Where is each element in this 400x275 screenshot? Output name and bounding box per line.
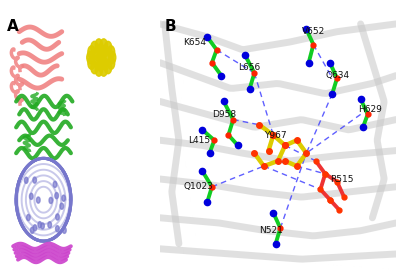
Circle shape xyxy=(91,61,98,74)
Circle shape xyxy=(41,223,44,229)
Circle shape xyxy=(97,58,104,71)
Text: H629: H629 xyxy=(358,105,382,114)
Circle shape xyxy=(104,41,112,54)
Text: L656: L656 xyxy=(238,63,260,72)
Circle shape xyxy=(100,64,107,76)
Text: B: B xyxy=(165,19,176,34)
Circle shape xyxy=(56,214,59,220)
Text: K654: K654 xyxy=(184,37,206,46)
Circle shape xyxy=(97,44,104,57)
Circle shape xyxy=(94,54,101,67)
Circle shape xyxy=(108,51,116,64)
Text: V652: V652 xyxy=(302,27,325,36)
Text: A: A xyxy=(7,19,19,34)
Text: Q1023: Q1023 xyxy=(184,182,214,191)
Circle shape xyxy=(38,222,42,228)
Circle shape xyxy=(24,177,28,183)
Circle shape xyxy=(26,214,30,221)
Circle shape xyxy=(98,51,105,64)
Circle shape xyxy=(30,227,34,233)
Text: D958: D958 xyxy=(212,110,236,119)
Circle shape xyxy=(95,39,102,51)
Circle shape xyxy=(88,57,95,69)
Circle shape xyxy=(88,46,95,58)
Circle shape xyxy=(30,193,33,199)
Circle shape xyxy=(102,51,109,64)
Circle shape xyxy=(55,192,58,199)
Circle shape xyxy=(100,46,108,58)
Circle shape xyxy=(104,61,112,74)
Circle shape xyxy=(94,48,101,60)
Circle shape xyxy=(108,57,115,69)
Circle shape xyxy=(48,222,52,228)
Text: L415: L415 xyxy=(188,136,210,145)
Text: R515: R515 xyxy=(330,175,354,183)
Circle shape xyxy=(100,39,107,51)
Text: N521: N521 xyxy=(259,226,283,235)
Circle shape xyxy=(53,181,57,188)
Text: Y967: Y967 xyxy=(264,131,286,140)
Circle shape xyxy=(60,203,64,209)
Circle shape xyxy=(62,227,66,233)
Circle shape xyxy=(62,195,66,201)
Circle shape xyxy=(87,51,94,64)
Circle shape xyxy=(95,64,102,76)
Circle shape xyxy=(91,41,98,54)
Circle shape xyxy=(36,197,40,203)
Circle shape xyxy=(100,57,108,69)
Circle shape xyxy=(108,46,115,58)
Circle shape xyxy=(33,225,37,231)
Circle shape xyxy=(33,177,36,183)
Circle shape xyxy=(49,197,53,204)
Circle shape xyxy=(56,226,59,232)
Text: Q634: Q634 xyxy=(325,71,349,80)
